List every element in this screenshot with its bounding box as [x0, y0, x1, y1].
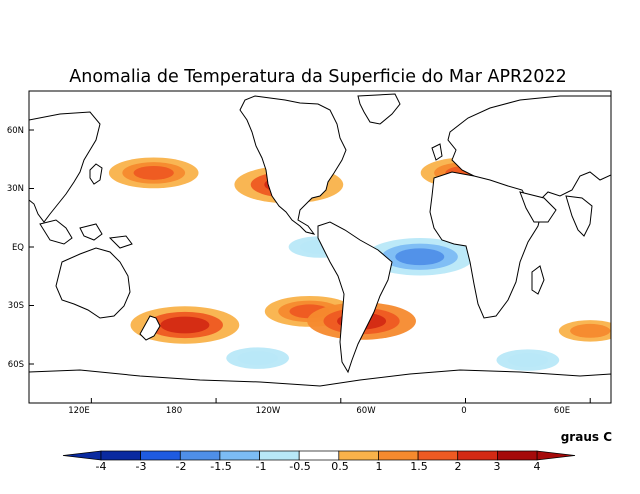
colorbar-segment	[457, 450, 498, 461]
continent-australia	[55, 247, 131, 319]
colorbar-level-label: 1	[376, 460, 383, 473]
continent-south-america	[317, 221, 393, 374]
continent-arabia	[519, 191, 557, 223]
colorbar-level-label: 4	[534, 460, 541, 473]
colorbar	[62, 450, 576, 461]
anomaly-feature	[160, 316, 210, 334]
colorbar-level-label: -1.5	[210, 460, 231, 473]
anomaly-feature	[570, 323, 611, 338]
colorbar-level-label: 1.5	[410, 460, 428, 473]
colorbar-segment	[219, 450, 260, 461]
y-tick-label: EQ	[12, 243, 24, 253]
colorbar-level-label: 0.5	[331, 460, 349, 473]
continent-madagascar	[531, 265, 545, 295]
colorbar-level-label: -4	[96, 460, 107, 473]
colorbar-level-label: 3	[494, 460, 501, 473]
colorbar-segment	[140, 450, 181, 461]
colorbar-max-extension	[536, 450, 576, 461]
colorbar-segment	[497, 450, 538, 461]
colorbar-level-label: 2	[455, 460, 462, 473]
anomaly-feature	[237, 351, 278, 366]
y-tick-label: 30S	[8, 301, 24, 311]
continent-north-america	[239, 95, 347, 235]
x-tick-label: 0	[461, 406, 466, 416]
y-axis-tick-labels: 60N 30N EQ 30S 60S	[7, 126, 24, 370]
x-tick-label: 120E	[68, 406, 90, 416]
colorbar-segment	[338, 450, 379, 461]
x-tick-label: 60E	[554, 406, 570, 416]
continent-africa	[429, 171, 543, 319]
colorbar-level-labels: -4 -3 -2 -1.5 -1 -0.5 0.5 1 1.5 2 3 4	[96, 460, 541, 473]
continents	[29, 93, 611, 403]
x-tick-label: 120W	[256, 406, 281, 416]
colorbar-level-label: -0.5	[289, 460, 310, 473]
anomaly-feature	[133, 165, 174, 180]
colorbar-min-extension	[62, 450, 102, 461]
continent-india	[565, 195, 593, 237]
continent-uk	[431, 143, 443, 161]
map-area	[28, 90, 612, 404]
y-axis-ticks	[29, 129, 34, 365]
y-tick-label: 60S	[8, 360, 24, 370]
continent-eurasia	[447, 95, 611, 201]
x-tick-label: 180	[166, 406, 182, 416]
y-tick-label: 60N	[7, 126, 24, 136]
x-axis-ticks	[90, 398, 591, 403]
x-tick-label: 60W	[356, 406, 376, 416]
colorbar-level-label: -3	[136, 460, 147, 473]
colorbar-segment	[417, 450, 459, 461]
colorbar-units-label: graus C	[561, 430, 612, 444]
continent-japan	[89, 163, 103, 185]
y-tick-label: 30N	[7, 184, 24, 194]
anomaly-feature	[507, 353, 549, 368]
colorbar-segment	[100, 450, 141, 461]
colorbar-segment	[298, 450, 340, 461]
colorbar-segment	[259, 450, 300, 461]
continent-maritime-se-asia	[39, 219, 133, 249]
continent-antarctica	[29, 369, 611, 403]
colorbar-level-label: -2	[176, 460, 187, 473]
chart-title: Anomalia de Temperatura da Superficie do…	[69, 67, 566, 87]
continent-east-asia	[29, 111, 101, 223]
colorbar-segment	[378, 450, 419, 461]
continent-new-zealand	[139, 315, 161, 341]
anomaly-feature	[395, 248, 445, 266]
x-axis-tick-labels: 120E 180 120W 60W 0 60E	[68, 406, 570, 416]
colorbar-segment	[179, 450, 221, 461]
continent-greenland	[357, 93, 401, 125]
colorbar-level-label: -1	[256, 460, 267, 473]
